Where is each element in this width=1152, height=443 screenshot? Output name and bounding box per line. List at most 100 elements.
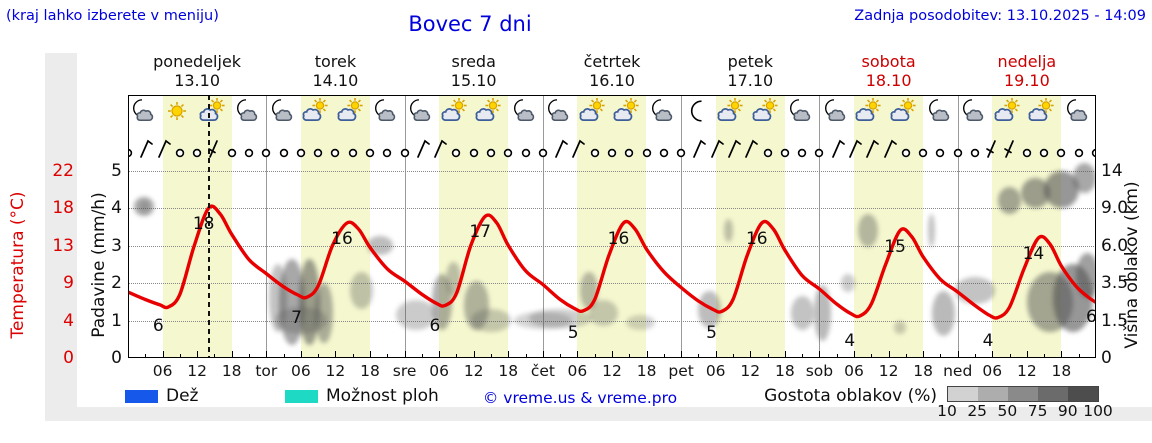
x-axis-tick — [888, 351, 890, 358]
temp-tick-label: 13 — [52, 235, 74, 256]
cloud-blob — [931, 290, 955, 336]
min-temp-label: 5 — [706, 323, 717, 343]
day-header: petek 17.10 — [675, 52, 825, 90]
day-date: 14.10 — [312, 71, 359, 90]
cloud-blob — [349, 271, 373, 310]
density-segment — [948, 387, 978, 401]
x-tick-label: 18 — [1051, 362, 1072, 380]
wind-barb-icon — [846, 137, 862, 159]
weather-icon-moon-cloud — [819, 98, 849, 124]
weather-icon-moon-cloud — [404, 98, 434, 124]
density-segment — [1008, 387, 1038, 401]
wind-calm-icon — [224, 137, 240, 159]
wind-calm-icon — [639, 137, 655, 159]
gridline — [128, 170, 1096, 172]
wind-calm-icon — [587, 137, 603, 159]
x-axis-tick — [1044, 354, 1046, 358]
plot-area: 18 6 16 7 17 6 16 5 16 5 15 4 14 4 6 — [128, 95, 1096, 358]
temp-tick-label: 0 — [63, 348, 74, 368]
x-tick-label: 06 — [844, 362, 864, 380]
x-tick-label: 12 — [463, 362, 484, 380]
weather-icon-sun-cloud — [197, 98, 227, 124]
day-name: torek — [314, 52, 357, 71]
x-axis-tick — [473, 351, 475, 358]
wind-calm-icon — [172, 137, 188, 159]
x-axis-tick — [370, 351, 371, 358]
x-tick-label: 18 — [498, 362, 519, 380]
weather-icon-moon — [681, 98, 711, 124]
wind-calm-icon — [811, 137, 827, 159]
weather-icon-moon-cloud — [128, 98, 157, 124]
x-axis-tick — [612, 351, 613, 358]
x-axis-tick — [145, 354, 147, 358]
wind-calm-icon — [621, 137, 637, 159]
x-tick-label: 18 — [913, 362, 933, 380]
x-axis-tick — [560, 354, 562, 358]
cloud-height-tick-label: 6.0 — [1101, 235, 1129, 256]
x-tick-label: 06 — [567, 362, 588, 380]
x-axis-tick — [715, 351, 717, 358]
weather-icon-sun-cloud — [577, 98, 607, 124]
max-temp-label: 16 — [607, 229, 630, 249]
x-tick-label-day: ned — [943, 362, 973, 380]
density-segment — [1038, 387, 1068, 401]
x-tick-label: 18 — [221, 362, 242, 380]
precip-tick-label: 3 — [111, 235, 122, 256]
wind-barb-icon — [725, 137, 741, 159]
end-temp-label: 6 — [1086, 306, 1096, 327]
x-axis-tick — [854, 351, 855, 358]
min-temp-label: 6 — [429, 315, 441, 336]
cloud-blob — [858, 213, 879, 248]
x-axis-tick — [750, 351, 752, 358]
min-temp-label: 4 — [844, 330, 856, 351]
wind-calm-icon — [1088, 137, 1096, 159]
wind-calm-icon — [777, 137, 793, 159]
precip-tick-label: 4 — [111, 198, 122, 218]
day-name: sreda — [451, 52, 496, 71]
x-tick-label: 12 — [878, 362, 899, 380]
min-temp-label: 5 — [567, 323, 579, 343]
x-tick-label-day: pet — [668, 362, 694, 380]
gridline — [128, 283, 1096, 284]
weather-icon-sun-cloud — [750, 98, 780, 124]
wind-calm-icon — [760, 137, 776, 159]
weather-icon-moon-cloud — [266, 98, 296, 124]
wind-barb-icon — [690, 137, 707, 159]
day-separator — [542, 95, 544, 358]
wind-calm-icon — [483, 137, 499, 159]
x-axis-tick — [577, 351, 579, 358]
x-axis-tick — [629, 354, 631, 358]
x-axis-tick — [162, 351, 164, 358]
x-axis-tick — [940, 354, 942, 358]
cloud-blob — [299, 258, 320, 345]
weather-icon-sun-cloud — [1026, 98, 1056, 124]
x-axis-tick — [784, 351, 786, 358]
cloud-blob — [626, 314, 656, 330]
wind-calm-icon — [656, 137, 672, 159]
weather-icon-moon-cloud — [508, 98, 538, 124]
wind-calm-icon — [794, 137, 810, 159]
x-axis-tick — [283, 354, 285, 358]
precip-tick-label: 2 — [111, 273, 122, 293]
x-tick-label: 06 — [152, 362, 173, 380]
x-axis-tick — [957, 351, 959, 358]
x-axis-tick — [318, 354, 320, 358]
density-segment — [1068, 387, 1098, 401]
x-axis-tick — [197, 351, 199, 358]
wind-barb-icon — [569, 137, 586, 159]
cloud-blob — [813, 284, 831, 342]
day-date: 19.10 — [1003, 71, 1050, 90]
cloud-blob — [1044, 170, 1079, 208]
wind-calm-icon — [915, 137, 931, 159]
cloud-blob — [470, 309, 512, 332]
cloud-blob — [134, 196, 154, 216]
day-header: ponedeljek 13.10 — [122, 52, 272, 90]
wind-barb-icon — [708, 137, 724, 159]
day-date: 18.10 — [865, 71, 912, 90]
wind-calm-icon — [327, 137, 343, 159]
wind-calm-icon — [673, 137, 689, 159]
cloud-blob — [841, 273, 856, 293]
wind-calm-icon — [466, 137, 482, 159]
x-tick-label: 12 — [1017, 362, 1037, 380]
